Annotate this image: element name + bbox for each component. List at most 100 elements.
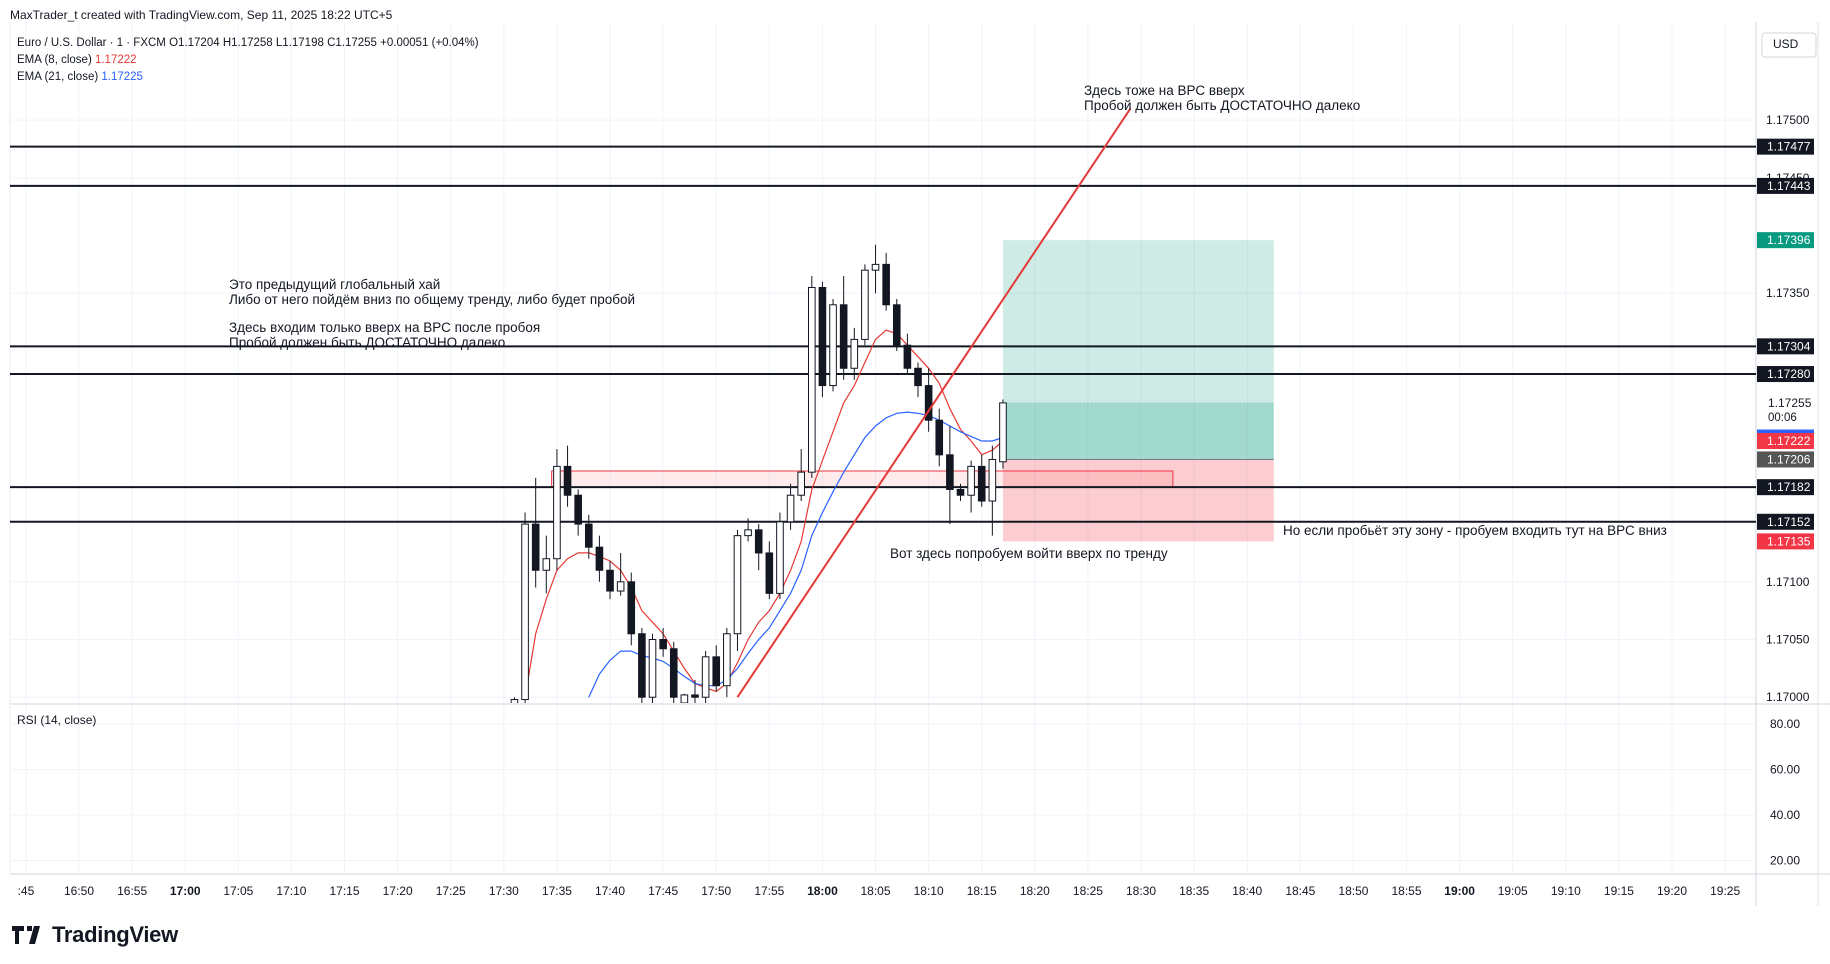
candle <box>595 535 604 582</box>
candle-body <box>691 694 699 698</box>
candle-body <box>553 465 561 560</box>
candle-body <box>861 269 869 340</box>
ema8-value: 1.17222 <box>95 54 137 66</box>
time-tick-label: 17:40 <box>595 884 625 898</box>
price-badge-label: 1.17304 <box>1767 339 1811 353</box>
candle <box>829 299 837 392</box>
candle-body <box>892 304 901 346</box>
candle-body <box>595 546 604 571</box>
time-tick-label: 18:20 <box>1020 884 1050 898</box>
candle-body <box>871 263 880 271</box>
ohlc-close: 1.17255 <box>335 37 380 49</box>
symbol-name: Euro / U.S. Dollar · 1 · FXCM <box>17 37 169 49</box>
price-badge-label: 1.17396 <box>1767 233 1811 247</box>
time-tick-label: 19:15 <box>1604 884 1634 898</box>
price-grid <box>10 22 1756 872</box>
candle <box>733 529 742 652</box>
candle <box>584 514 593 559</box>
tradingview-logo-text: TradingView <box>52 922 178 947</box>
candle <box>786 483 795 530</box>
tradingview-logo[interactable]: TradingView <box>12 922 178 948</box>
candle-body <box>956 488 965 496</box>
time-tick-label: 18:05 <box>861 884 891 898</box>
time-tick-label: 17:30 <box>489 884 519 898</box>
price-badge <box>1757 513 1814 530</box>
rsi-legend: RSI (14, close) <box>17 713 96 727</box>
candle-body <box>531 523 540 571</box>
candle-body <box>765 552 774 594</box>
candle-body <box>808 286 816 473</box>
candle <box>818 281 827 398</box>
ohlc-close-label: C <box>327 37 335 49</box>
price-badge <box>1757 338 1814 355</box>
candle-body <box>797 471 805 496</box>
time-tick-label: :45 <box>18 884 35 898</box>
sr-zone-rect <box>551 470 1174 488</box>
price-badge-label: 1.17477 <box>1767 140 1811 154</box>
time-tick-label: 17:15 <box>330 884 360 898</box>
price-tick-label: 1.17500 <box>1766 113 1810 127</box>
time-tick-label: 19:05 <box>1498 884 1528 898</box>
ema21-label: EMA (21, close) <box>17 71 101 83</box>
candle-body <box>542 558 551 571</box>
ema21-legend: EMA (21, close) 1.17225 <box>17 71 143 83</box>
ohlc-high-label: H <box>223 37 231 49</box>
rsi-tick-label: 80.00 <box>1770 717 1800 731</box>
symbol-legend: Euro / U.S. Dollar · 1 · FXCM O1.17204 H… <box>17 37 479 49</box>
candle-body <box>882 263 890 306</box>
time-tick-label: 17:50 <box>701 884 731 898</box>
candle <box>977 454 986 507</box>
candle <box>754 524 763 571</box>
candle-body <box>616 581 625 592</box>
currency-button <box>1761 32 1817 58</box>
position-open-profit-zone <box>1002 402 1274 460</box>
candle <box>914 362 922 398</box>
candle <box>691 679 699 703</box>
candle <box>850 327 859 380</box>
price-badge-label: 1.17206 <box>1767 452 1811 466</box>
price-badge <box>1757 451 1814 468</box>
candle <box>701 651 710 703</box>
time-tick-label: 18:50 <box>1338 884 1368 898</box>
candle <box>776 512 784 600</box>
position-target-zone <box>1002 240 1274 460</box>
candle-body <box>988 458 997 502</box>
countdown-label: 00:06 <box>1768 412 1797 424</box>
candle-body <box>977 465 986 502</box>
candle <box>638 627 646 703</box>
annotation-text: Пробой должен быть ДОСТАТОЧНО далеко <box>229 335 505 350</box>
price-badge <box>1757 366 1814 383</box>
candle-body <box>776 521 784 594</box>
candle-body <box>563 465 572 496</box>
ema8-legend: EMA (8, close) 1.17222 <box>17 54 137 66</box>
time-tick-label: 17:05 <box>223 884 253 898</box>
price-badge <box>1757 232 1814 249</box>
time-tick-label: 18:40 <box>1232 884 1262 898</box>
created-by-text: MaxTrader_t created with TradingView.com… <box>10 8 393 22</box>
candle-body <box>850 338 859 369</box>
annotation-text: Но если пробьёт эту зону - пробуем входи… <box>1283 523 1667 538</box>
time-tick-label: 18:35 <box>1179 884 1209 898</box>
annotation-text: Здесь входим только вверх на ВРС после п… <box>229 320 540 335</box>
candle <box>744 518 752 542</box>
price-tick-label: 1.17100 <box>1766 575 1810 589</box>
price-badge <box>1757 432 1814 449</box>
candle <box>988 445 997 536</box>
time-tick-label: 19:25 <box>1710 884 1740 898</box>
time-tick-label: 18:55 <box>1392 884 1422 898</box>
candle <box>956 483 965 502</box>
candle-body <box>786 494 795 523</box>
candle <box>563 445 572 507</box>
ohlc-low: 1.17198 <box>282 37 327 49</box>
candle-body <box>659 639 667 650</box>
candle <box>648 633 657 703</box>
candle-body <box>521 523 529 701</box>
time-tick-label: 17:35 <box>542 884 572 898</box>
annotation-text: Вот здесь попробуем войти вверх по тренд… <box>890 546 1168 561</box>
time-tick-label: 18:10 <box>914 884 944 898</box>
price-tick-label: 1.17350 <box>1766 286 1810 300</box>
time-tick-label: 18:15 <box>967 884 997 898</box>
trendline <box>736 108 1132 698</box>
